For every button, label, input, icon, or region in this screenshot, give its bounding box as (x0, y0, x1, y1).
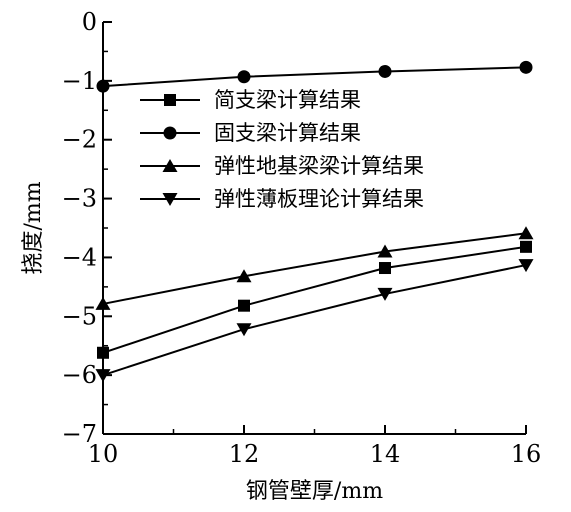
y-tick-label: −1 (62, 67, 97, 95)
legend-label: 固支梁计算结果 (214, 121, 361, 145)
data-point (377, 244, 393, 258)
data-point (377, 287, 393, 301)
data-point (520, 240, 532, 253)
legend-label: 弹性地基梁梁计算结果 (214, 154, 424, 178)
y-tick-label: −6 (62, 361, 97, 389)
data-point (518, 226, 534, 240)
legend-item: 固支梁计算结果 (140, 121, 361, 145)
series-line (102, 66, 527, 88)
legend-item: 弹性地基梁梁计算结果 (140, 154, 424, 178)
series-1 (97, 240, 532, 359)
y-axis-title: 挠度/mm (21, 181, 46, 274)
x-tick-label: 12 (229, 440, 260, 468)
series-layer (95, 60, 534, 383)
x-tick-label: 16 (511, 440, 542, 468)
legend-label: 简支梁计算结果 (214, 88, 361, 112)
series-2 (96, 60, 533, 93)
data-point (97, 346, 109, 359)
series-line (102, 264, 527, 377)
legend-marker (163, 126, 177, 140)
y-tick-label: −2 (62, 126, 97, 154)
legend-marker (162, 159, 178, 172)
y-tick-label: −4 (62, 243, 97, 271)
legend-item: 简支梁计算结果 (140, 88, 361, 112)
series-3 (95, 226, 534, 310)
x-axis-title: 钢管壁厚/mm (246, 479, 383, 504)
series-line (102, 232, 527, 305)
data-point (379, 262, 391, 275)
y-tick-label: −7 (62, 420, 97, 448)
data-point (236, 323, 252, 337)
data-point (96, 79, 110, 93)
data-point (236, 269, 252, 283)
data-point (378, 64, 392, 78)
data-point (95, 296, 111, 310)
data-point (518, 259, 534, 273)
y-tick-label: 0 (82, 8, 97, 36)
series-4 (95, 259, 534, 383)
axes: 0 −1 −2 −3 −4 −5 −6 −710 12 14 16 (62, 8, 542, 468)
data-point (237, 70, 251, 84)
y-tick-label: −5 (62, 302, 97, 330)
legend-marker (164, 94, 176, 106)
legend-marker (162, 193, 178, 206)
data-point (519, 60, 533, 74)
data-point (95, 369, 111, 383)
x-tick-label: 10 (88, 440, 119, 468)
series-line (102, 245, 527, 354)
data-point (238, 299, 250, 312)
y-tick-label: −3 (62, 185, 97, 213)
x-tick-label: 14 (370, 440, 401, 468)
legend-item: 弹性薄板理论计算结果 (140, 187, 424, 211)
legend-label: 弹性薄板理论计算结果 (214, 187, 424, 211)
